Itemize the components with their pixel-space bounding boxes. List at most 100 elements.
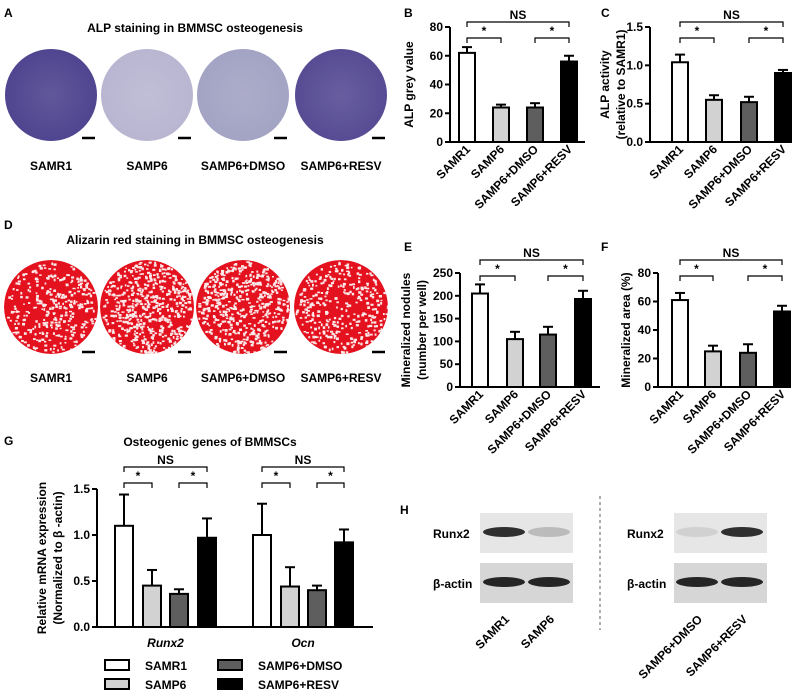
mineral-nodule [357,287,360,290]
mineral-nodule [222,279,225,281]
mineral-nodule [308,278,311,282]
mineral-nodule [216,343,219,346]
bar-samr1 [471,292,489,388]
mineral-nodule [299,317,303,319]
mineral-nodule [336,346,340,349]
legend-swatch [217,659,243,671]
mineral-nodule [236,290,238,294]
mineral-nodule [223,320,227,323]
mineral-nodule [266,303,270,307]
panel-a-title: ALP staining in BMMSC osteogenesis [87,21,303,35]
mineral-nodule [328,348,331,352]
mineral-nodule [154,261,157,264]
mineral-nodule [229,318,233,321]
mineral-nodule [49,307,52,310]
mineral-nodule [41,332,45,335]
mineral-nodule [161,328,164,332]
significance-label: * [764,24,769,38]
mineral-nodule [268,322,271,325]
mineral-nodule [45,304,47,306]
mineral-nodule [334,277,336,281]
mineral-nodule [22,278,26,281]
mineral-nodule [348,271,351,275]
mineral-nodule [314,327,317,331]
mineral-nodule [105,299,108,301]
mineral-nodule [141,341,146,345]
mineral-nodule [153,279,157,282]
mineral-nodule [186,289,190,292]
mineral-nodule [232,266,236,270]
mineral-nodule [70,348,73,351]
mineral-nodule [138,289,142,292]
mineral-nodule [50,324,53,327]
mineral-nodule [15,333,18,335]
mineral-nodule [61,348,65,351]
mineral-nodule [239,328,243,331]
y-tick-label: 1.5 [626,20,643,34]
mineral-nodule [35,347,38,350]
mineral-nodule [17,275,20,278]
mineral-nodule [221,320,225,323]
mineral-nodule [256,309,259,312]
mineral-nodule [224,310,228,314]
mineral-nodule [80,335,84,339]
mineral-nodule [248,281,251,284]
mineral-nodule [147,302,150,306]
mineral-nodule [65,283,69,286]
mineral-nodule [120,285,123,288]
mineral-nodule [56,277,59,279]
mineral-nodule [231,268,235,271]
mineral-nodule [45,315,49,317]
mineral-nodule [270,293,273,295]
mineral-nodule [15,282,19,285]
mineral-nodule [66,274,70,277]
mineral-nodule [212,299,215,301]
mineral-nodule [137,293,139,296]
mineral-nodule [237,341,240,345]
mineral-nodule [152,283,155,286]
mineral-nodule [244,280,247,282]
mineral-nodule [250,279,252,283]
mineral-nodule [71,276,75,279]
mineral-nodule [208,330,212,334]
mineral-nodule [138,323,142,325]
mineral-nodule [227,288,230,291]
mineral-nodule [356,297,360,300]
mineral-nodule [145,276,148,280]
mineral-nodule [217,298,221,301]
mineral-nodule [272,316,275,319]
mineral-nodule [23,303,25,305]
mineral-nodule [155,302,159,305]
mineral-nodule [332,280,335,282]
mineral-nodule [35,320,38,323]
mineral-nodule [303,331,307,333]
mineral-nodule [265,279,269,281]
mineral-nodule [360,337,363,340]
mineral-nodule [122,317,125,319]
mineral-nodule [117,274,121,277]
mineral-nodule [325,319,328,322]
mineral-nodule [216,279,219,282]
mineral-nodule [311,313,315,316]
mineral-nodule [46,332,49,335]
mineral-nodule [27,329,31,331]
panel-letter-a: A [4,6,13,20]
significance-label: NS [723,8,740,22]
mineral-nodule [254,288,257,292]
mineral-nodule [71,315,75,318]
mineral-nodule [231,276,234,280]
mineral-nodule [145,308,149,311]
mineral-nodule [333,317,337,320]
mineral-nodule [155,305,158,308]
mineral-nodule [152,341,155,344]
mineral-nodule [67,324,70,326]
mineral-nodule [268,296,272,299]
mineral-nodule [264,330,267,333]
mineral-nodule [285,318,289,321]
mineral-nodule [139,293,143,296]
mineral-nodule [352,318,356,321]
mineral-nodule [358,332,362,334]
mineral-nodule [154,332,158,335]
mineral-nodule [336,330,339,333]
mineral-nodule [143,335,146,338]
